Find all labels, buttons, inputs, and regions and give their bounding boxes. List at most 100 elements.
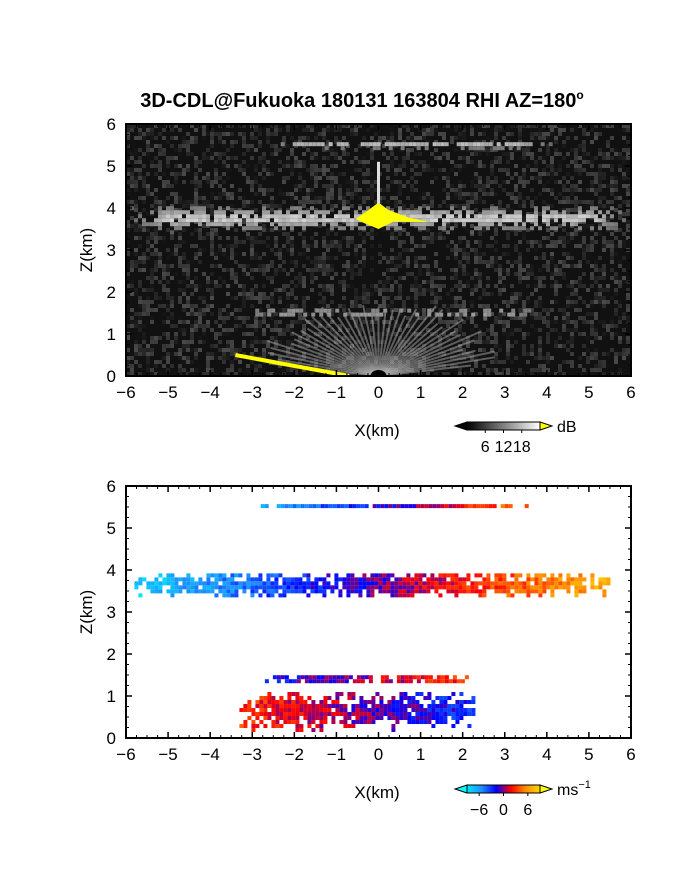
noise-cell [254, 320, 258, 324]
noise-cell [402, 352, 406, 356]
noise-cell [518, 124, 522, 128]
layer-cell [359, 312, 364, 317]
velocity-cell [336, 675, 341, 680]
layer-cell [510, 218, 514, 223]
layer-cell [278, 210, 282, 215]
layer-cell [287, 308, 292, 313]
noise-cell [438, 160, 442, 164]
noise-cell [290, 192, 294, 196]
noise-cell [414, 292, 418, 296]
noise-cell [178, 364, 182, 368]
noise-cell [182, 228, 186, 232]
noise-cell [522, 320, 526, 324]
noise-cell [470, 224, 474, 228]
noise-cell [166, 176, 170, 180]
velocity-cell [502, 585, 507, 590]
velocity-cell [470, 589, 475, 594]
velocity-cell [578, 581, 583, 586]
noise-cell [486, 180, 490, 184]
noise-cell [518, 132, 522, 136]
noise-cell [322, 236, 326, 240]
noise-cell [262, 164, 266, 168]
layer-cell [375, 308, 380, 313]
noise-cell [406, 124, 410, 128]
noise-cell [154, 260, 158, 264]
noise-cell [290, 352, 294, 356]
velocity-cell [426, 589, 431, 594]
noise-cell [442, 236, 446, 240]
velocity-cell [494, 577, 499, 582]
velocity-cell [454, 573, 459, 578]
noise-cell [178, 164, 182, 168]
layer-cell [282, 226, 286, 231]
noise-cell [494, 160, 498, 164]
noise-cell [590, 276, 594, 280]
noise-cell [254, 316, 258, 320]
noise-cell [350, 360, 354, 364]
noise-cell [214, 168, 218, 172]
noise-cell [458, 264, 462, 268]
noise-cell [598, 224, 602, 228]
noise-cell [618, 156, 622, 160]
noise-cell [586, 152, 590, 156]
noise-cell [390, 132, 394, 136]
noise-cell [610, 168, 614, 172]
noise-cell [502, 252, 506, 256]
noise-cell [262, 188, 266, 192]
noise-cell [462, 128, 466, 132]
noise-cell [194, 136, 198, 140]
noise-cell [150, 348, 154, 352]
velocity-cell [370, 581, 375, 586]
noise-cell [586, 188, 590, 192]
velocity-cell [290, 581, 295, 586]
noise-cell [294, 368, 298, 372]
velocity-cell [482, 577, 487, 582]
noise-cell [358, 328, 362, 332]
noise-cell [138, 196, 142, 200]
noise-cell [266, 208, 270, 212]
velocity-cell [146, 581, 151, 586]
noise-cell [418, 284, 422, 288]
noise-cell [394, 296, 398, 300]
noise-cell [342, 192, 346, 196]
noise-cell [530, 344, 534, 348]
noise-cell [558, 212, 562, 216]
layer-cell [490, 206, 494, 211]
noise-cell [530, 324, 534, 328]
noise-cell [422, 164, 426, 168]
noise-cell [542, 320, 546, 324]
noise-cell [494, 124, 498, 128]
noise-cell [142, 264, 146, 268]
noise-cell [150, 128, 154, 132]
layer-cell [190, 214, 194, 219]
noise-cell [542, 136, 546, 140]
noise-cell [454, 248, 458, 252]
layer-cell [534, 222, 538, 227]
velocity-cell [598, 577, 603, 582]
noise-cell [226, 372, 230, 376]
noise-cell [162, 276, 166, 280]
noise-cell [182, 340, 186, 344]
noise-cell [470, 316, 474, 320]
noise-cell [558, 168, 562, 172]
noise-cell [598, 268, 602, 272]
noise-cell [614, 312, 618, 316]
layer-cell [476, 142, 481, 147]
velocity-cell [312, 504, 317, 509]
velocity-cell [138, 581, 143, 586]
noise-cell [570, 208, 574, 212]
noise-cell [562, 200, 566, 204]
noise-cell [482, 164, 486, 168]
noise-cell [566, 208, 570, 212]
velocity-cell [239, 708, 244, 713]
noise-cell [126, 336, 130, 340]
layer-cell [312, 142, 317, 147]
noise-cell [610, 124, 614, 128]
layer-cell [490, 214, 494, 219]
noise-cell [350, 268, 354, 272]
velocity-cell [178, 577, 183, 582]
noise-cell [498, 312, 502, 316]
noise-cell [326, 368, 330, 372]
noise-cell [338, 328, 342, 332]
noise-cell [298, 360, 302, 364]
